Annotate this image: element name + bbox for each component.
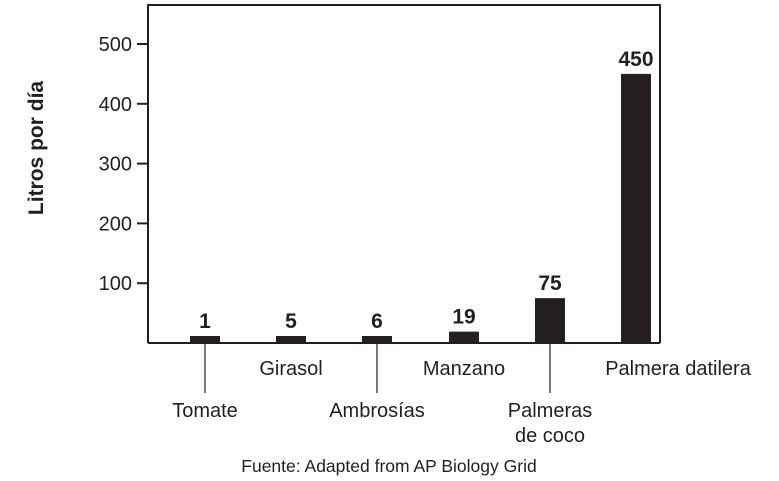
bar <box>535 298 565 343</box>
bar <box>621 73 651 344</box>
plot-frame <box>147 4 661 343</box>
data-label: 75 <box>538 272 562 295</box>
source-note: Fuente: Adapted from AP Biology Grid <box>241 456 536 476</box>
data-label: 450 <box>618 48 653 71</box>
bar <box>276 336 306 343</box>
data-label: 1 <box>199 310 211 333</box>
x-category-label: Ambrosías <box>329 400 425 422</box>
y-tick-label: 500 <box>99 34 132 56</box>
x-category-label: Manzano <box>423 358 505 380</box>
x-category-label: Girasol <box>259 358 322 380</box>
x-category-label: de coco <box>515 425 585 447</box>
y-tick-label: 200 <box>99 213 132 235</box>
x-category-label: Palmeras <box>508 400 592 422</box>
data-label: 19 <box>452 306 475 329</box>
bar <box>449 331 479 343</box>
plot-area: 100 200 300 400 500 1 Tomate 5 Girasol 6 Ambrosías… <box>99 4 752 447</box>
bar <box>190 336 220 343</box>
bar <box>362 336 392 343</box>
data-label: 6 <box>371 310 383 333</box>
x-category-label: Palmera datilera <box>605 358 752 380</box>
y-axis-label: Litros por día <box>25 81 48 215</box>
y-tick-label: 100 <box>99 273 132 295</box>
data-label: 5 <box>285 310 297 333</box>
y-tick-label: 300 <box>99 154 132 176</box>
x-category-label: Tomate <box>172 400 238 422</box>
y-tick-label: 400 <box>99 94 132 116</box>
